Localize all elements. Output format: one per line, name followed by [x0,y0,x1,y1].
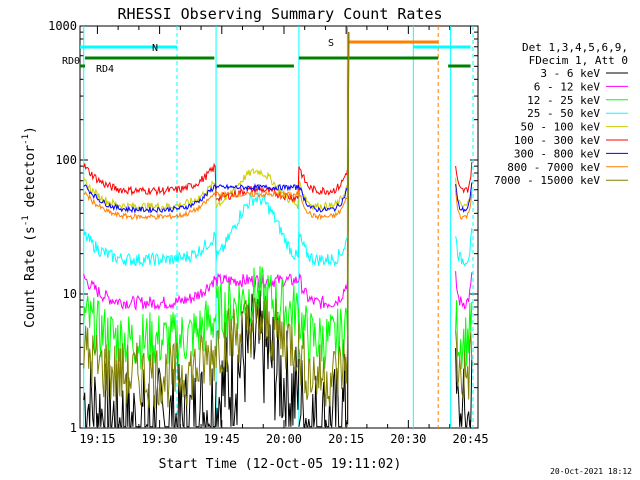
legend-entry-label: 100 - 300 keV [514,134,600,147]
legend-entry-label: 800 - 7000 keV [507,161,600,174]
series-line [83,361,217,428]
series-line [455,182,473,213]
legend-entry-label: 300 - 800 keV [514,147,600,160]
series-line [298,32,350,369]
legend-entry-label: 12 - 25 keV [527,94,600,107]
series-line [83,184,217,214]
series-line [298,32,350,407]
x-tick-label: 20:45 [452,432,488,446]
series-line [298,32,350,310]
legend-entry-label: 7000 - 15000 keV [494,174,600,187]
series-line [83,162,217,197]
series-line [455,177,473,207]
series-line [83,190,217,221]
x-tick-label: 19:30 [142,432,178,446]
series-line [215,290,300,427]
y-axis-title-part: -1 [21,134,31,145]
legend-entry-label: 25 - 50 keV [527,107,600,120]
x-tick-label: 19:45 [204,432,240,446]
y-axis-title-part: Count Rate (s [23,226,38,328]
legend-entry-label: 3 - 6 keV [540,67,600,80]
y-axis-label: Count Rate (s-1 detector-1) [21,126,38,328]
flag-label: RD4 [96,64,114,75]
flag-label: RD0 [62,56,80,67]
y-tick-label: 1000 [48,19,77,33]
series-line [455,330,473,400]
series-line [455,348,473,428]
x-tick-label: 20:00 [266,432,302,446]
series-line [455,228,473,267]
x-axis-label: Start Time (12-Oct-05 19:11:02) [159,457,402,472]
series-line [455,189,473,220]
series-line [83,228,217,267]
flag-label: S [328,38,334,49]
y-axis-title-part: -1 [21,215,31,226]
legend-entry-label: 6 - 12 keV [534,80,601,93]
series-line [215,166,300,203]
y-tick-label: 10 [63,287,77,301]
legend-entry-label: 50 - 100 keV [521,121,601,134]
series-line [455,271,473,310]
series-line [298,32,350,429]
series-line [298,32,350,196]
series-line [298,32,350,221]
legend: Det 1,3,4,5,6,9,FDecim 1, Att 03 - 6 keV… [494,41,628,187]
legend-header: Det 1,3,4,5,6,9, [522,41,628,54]
series-line [83,273,217,312]
series-line [215,190,300,200]
plot-area: 1 10 100 1000 19:15 19:30 19:45 20:00 20:15 20:30… [48,19,489,446]
series-line [215,191,300,262]
legend-header: FDecim 1, Att 0 [529,54,628,67]
timestamp: 20-Oct-2021 18:12 [550,467,632,476]
series-line [83,176,217,212]
y-axis-title-part: ) [23,126,38,134]
series-line [455,161,473,194]
x-tick-label: 20:30 [390,432,426,446]
axis-frame [79,25,479,429]
y-axis-title: Count Rate (s-1 detector-1) [21,126,38,328]
x-tick-label: 19:15 [79,432,115,446]
flag-label: N [152,43,158,54]
series-line [83,325,217,409]
series-line [298,32,350,211]
y-tick-label: 1 [70,421,77,435]
y-axis-title-part: detector [23,145,38,216]
series-line [215,296,300,374]
series-line [298,32,350,268]
chart-title: RHESSI Observing Summary Count Rates [117,5,442,23]
series-line [215,272,300,289]
series-line [298,32,350,213]
y-tick-label: 100 [55,153,77,167]
x-tick-label: 20:15 [328,432,364,446]
series-line [83,295,217,370]
series-line [455,300,473,370]
series-line [215,266,300,343]
series-line [215,182,300,192]
